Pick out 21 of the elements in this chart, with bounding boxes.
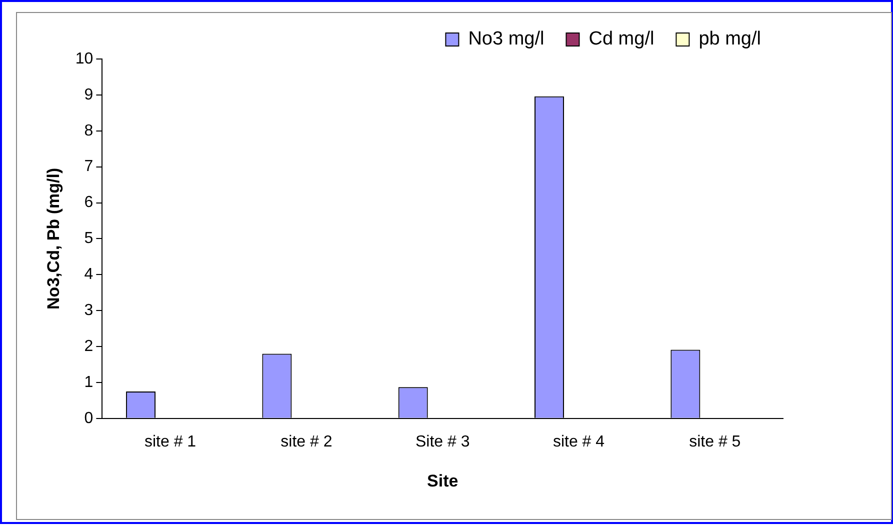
y-tick-label: 3 <box>84 302 94 319</box>
x-tick-label: site # 4 <box>552 433 605 450</box>
legend-label: No3 mg/l <box>468 28 544 50</box>
y-tick-label: 1 <box>84 374 94 391</box>
x-axis-title: Site <box>427 471 458 490</box>
x-tick-label: Site # 3 <box>415 433 470 450</box>
y-tick-label: 6 <box>84 194 94 212</box>
y-tick-label: 9 <box>84 86 94 104</box>
y-axis-title: No3,Cd, Pb (mg/l) <box>44 168 63 310</box>
y-tick-label: 0 <box>84 410 94 427</box>
y-tick-label: 5 <box>84 230 94 248</box>
x-tick-label: site # 1 <box>144 433 196 450</box>
x-tick-label: site # 2 <box>280 433 332 450</box>
x-tick-label: site # 5 <box>689 433 741 450</box>
y-tick-label: 8 <box>84 122 94 140</box>
y-tick-label: 4 <box>84 266 94 284</box>
y-tick-label: 10 <box>75 50 94 68</box>
legend-label: pb mg/l <box>698 28 762 50</box>
y-tick-label: 7 <box>84 158 94 176</box>
y-tick-label: 2 <box>84 338 94 355</box>
legend-label: Cd mg/l <box>588 28 654 50</box>
